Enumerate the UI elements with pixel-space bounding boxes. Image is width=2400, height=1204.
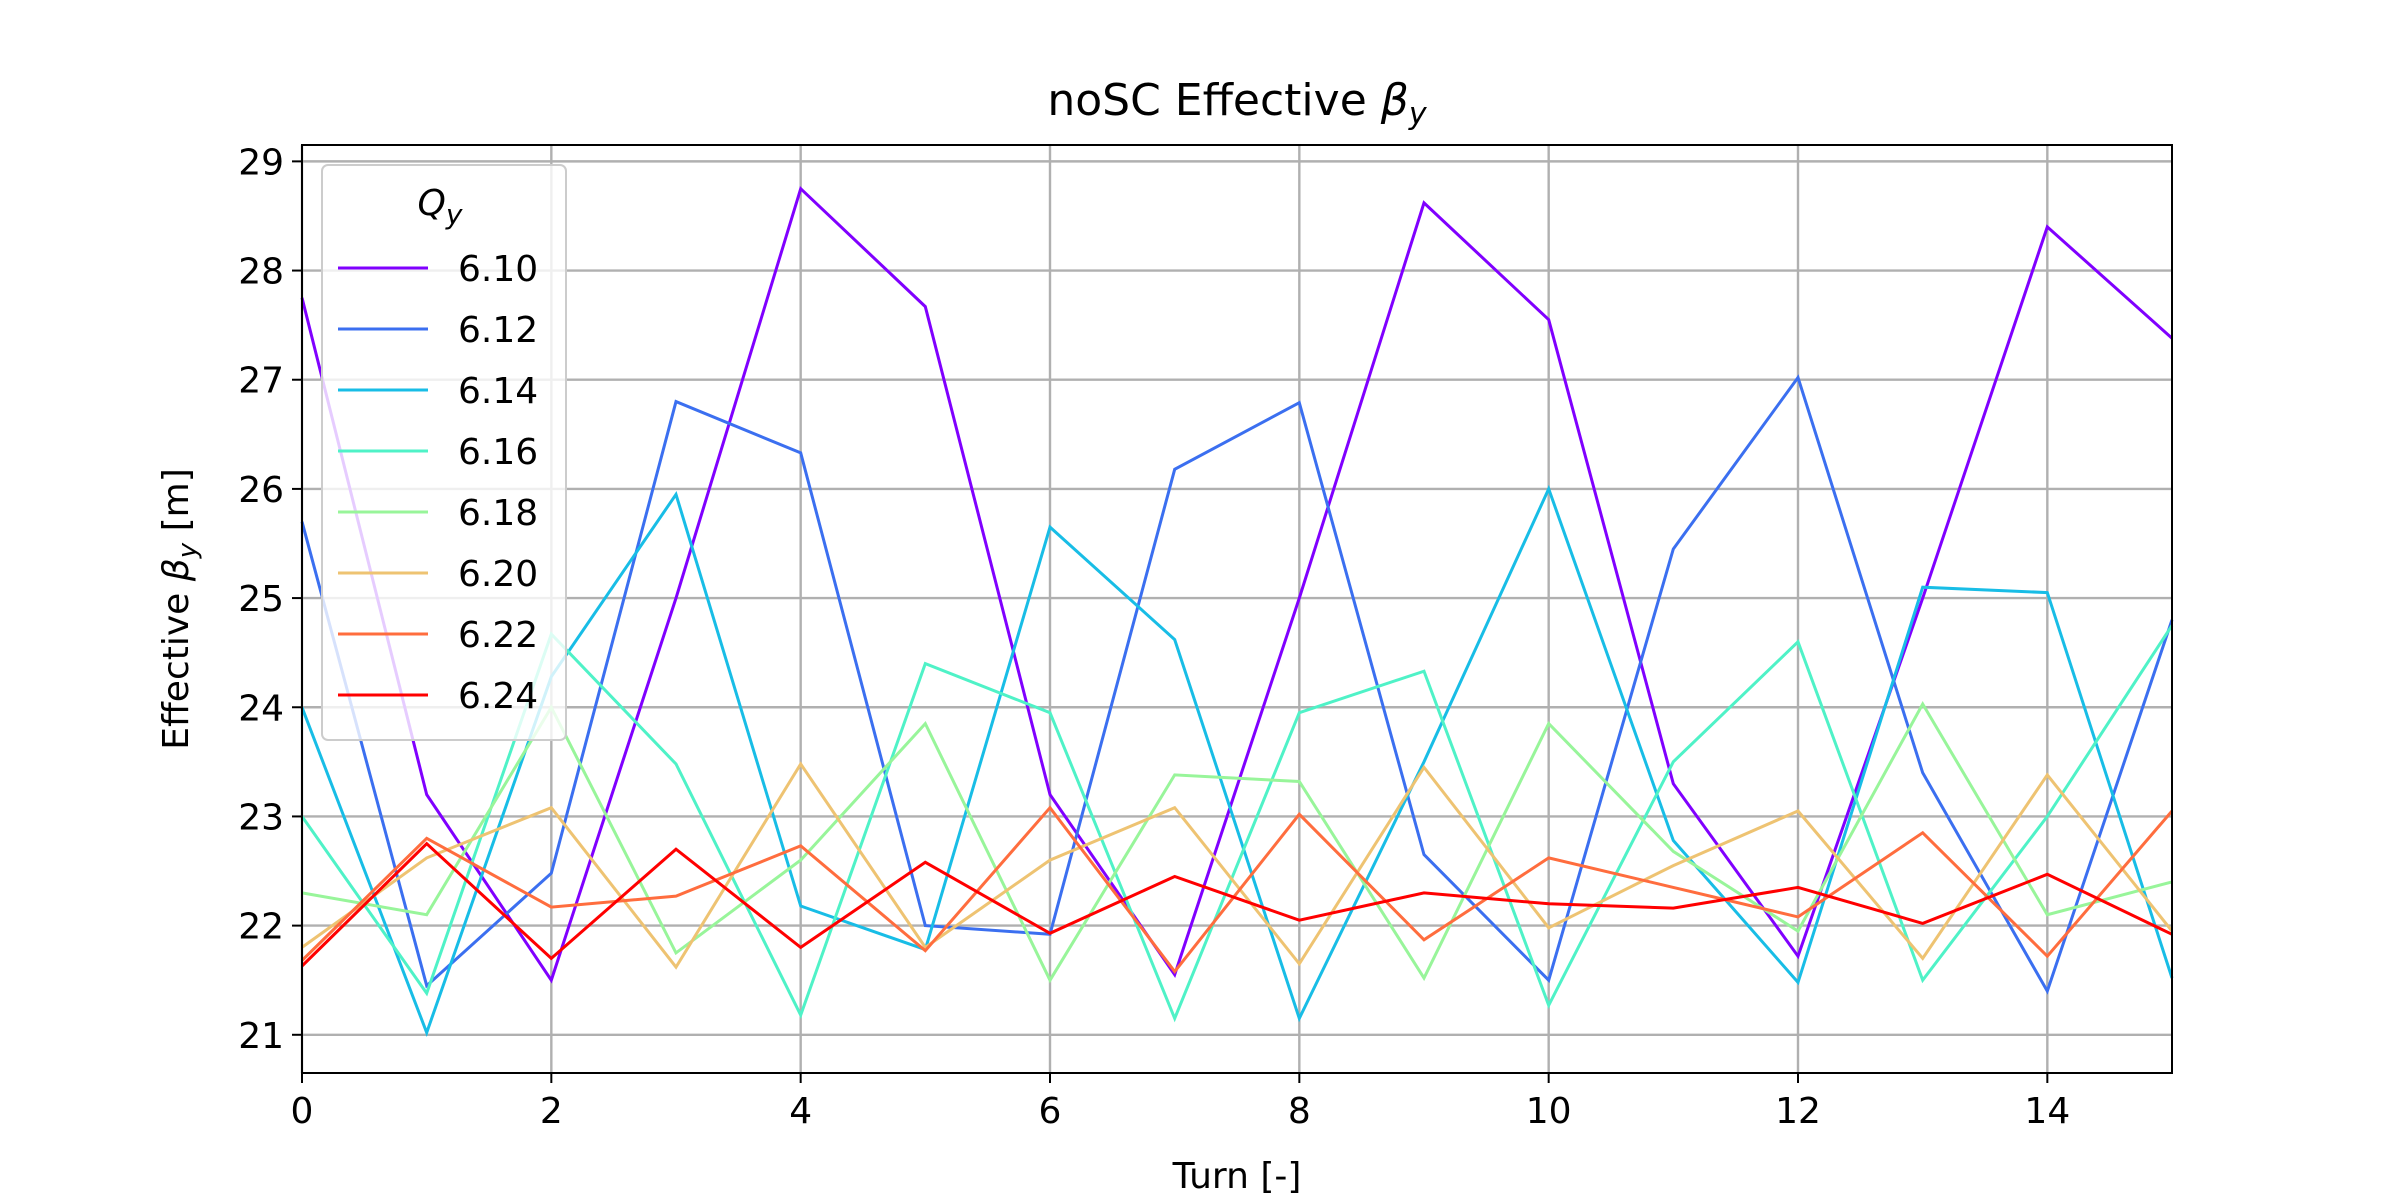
y-tick-label: 29 <box>238 142 284 183</box>
series-line-6-16 <box>300 624 2174 1023</box>
legend-items: 6.10 6.12 6.14 6.16 6.18 6.20 6.22 6.24 <box>338 249 538 717</box>
legend-label: 6.14 <box>458 371 538 412</box>
y-tick-label: 28 <box>238 252 284 293</box>
series-line-6-10 <box>300 185 2173 984</box>
legend-label: 6.10 <box>458 249 538 290</box>
y-tick-label: 26 <box>238 470 284 511</box>
series-line-6-24 <box>300 841 2173 968</box>
y-tick-label: 21 <box>238 1016 284 1057</box>
series-line-6-20 <box>301 761 2174 970</box>
legend-label: 6.22 <box>458 615 538 656</box>
y-tick-label: 24 <box>238 688 284 729</box>
x-tick-label: 8 <box>1288 1091 1311 1132</box>
series-line-6-22 <box>300 805 2174 974</box>
x-tick-label: 2 <box>540 1091 563 1132</box>
series-line-6-14 <box>300 484 2174 1037</box>
plot-frame <box>301 144 2173 1074</box>
y-axis-label: Effective βy [m] <box>156 468 203 750</box>
x-tick-label: 12 <box>1775 1091 1821 1132</box>
x-tick-label: 0 <box>291 1091 314 1132</box>
x-tick-label: 4 <box>789 1091 812 1132</box>
grid <box>300 145 2172 1073</box>
y-tick-label: 25 <box>238 579 284 620</box>
legend-title: Qy <box>418 183 463 231</box>
legend: Qy 6.10 6.12 6.14 6.16 6.18 6.20 6.22 6.24 <box>321 164 567 741</box>
chart-title: noSC Effective βy <box>1047 75 1428 132</box>
legend-label: 6.16 <box>458 432 538 473</box>
series-line-6-12 <box>300 374 2174 995</box>
y-tick-label: 23 <box>238 797 284 838</box>
x-tick-label: 14 <box>2024 1091 2070 1132</box>
y-tick-label: 22 <box>238 907 284 948</box>
y-tick-label: 27 <box>238 361 284 402</box>
series-lines <box>300 185 2174 1037</box>
legend-label: 6.12 <box>458 310 538 351</box>
legend-label: 6.18 <box>458 493 538 534</box>
series-line-6-18 <box>301 700 2173 984</box>
legend-box <box>321 164 567 741</box>
x-tick-label: 6 <box>1039 1091 1062 1132</box>
legend-label: 6.24 <box>458 676 538 717</box>
x-axis-label: Turn [-] <box>1172 1156 1302 1197</box>
x-tick-label: 10 <box>1526 1091 1572 1132</box>
legend-label: 6.20 <box>458 554 538 595</box>
